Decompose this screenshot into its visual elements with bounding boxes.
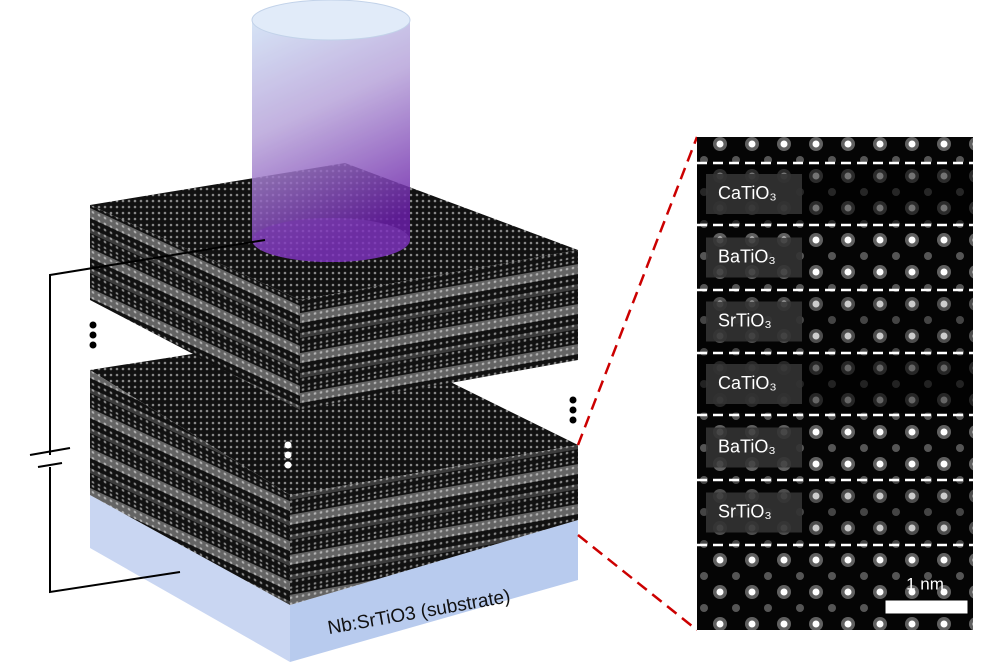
bottom-right-face [290, 445, 578, 605]
layer-label: BaTiO₃ [718, 436, 776, 456]
layer-label: CaTiO₃ [718, 373, 777, 393]
layer-label-box [706, 492, 802, 533]
ellipsis-mid [284, 441, 292, 469]
layer-label-box [706, 174, 802, 214]
scale-bar-label: 1 nm [906, 574, 944, 593]
layer-label: BaTiO₃ [718, 246, 776, 266]
bottom-left-face [90, 370, 290, 605]
scale-bar [884, 599, 969, 615]
zoom-lines [576, 136, 699, 631]
top-right-face [300, 250, 578, 410]
layer-label-box [706, 364, 802, 404]
ellipsis-right [569, 396, 577, 424]
layer-label-box [706, 427, 802, 468]
substrate-right [290, 520, 578, 662]
layer-label: CaTiO₃ [718, 183, 777, 203]
substrate-left [90, 495, 290, 662]
circuit [29, 239, 266, 594]
layer-label-box [706, 301, 802, 342]
bottom-top-face [90, 330, 578, 495]
ellipsis-left [89, 321, 97, 349]
layer-label-box [706, 237, 802, 278]
probe-cylinder [251, 0, 411, 262]
layer-label: SrTiO₃ [718, 310, 772, 330]
top-left-face [90, 205, 300, 410]
layer-label: SrTiO₃ [718, 501, 772, 521]
stem-layers: CaTiO₃ BaTiO₃ SrTiO₃ CaTiO₃ BaTiO₃ SrTiO₃ [697, 161, 973, 547]
